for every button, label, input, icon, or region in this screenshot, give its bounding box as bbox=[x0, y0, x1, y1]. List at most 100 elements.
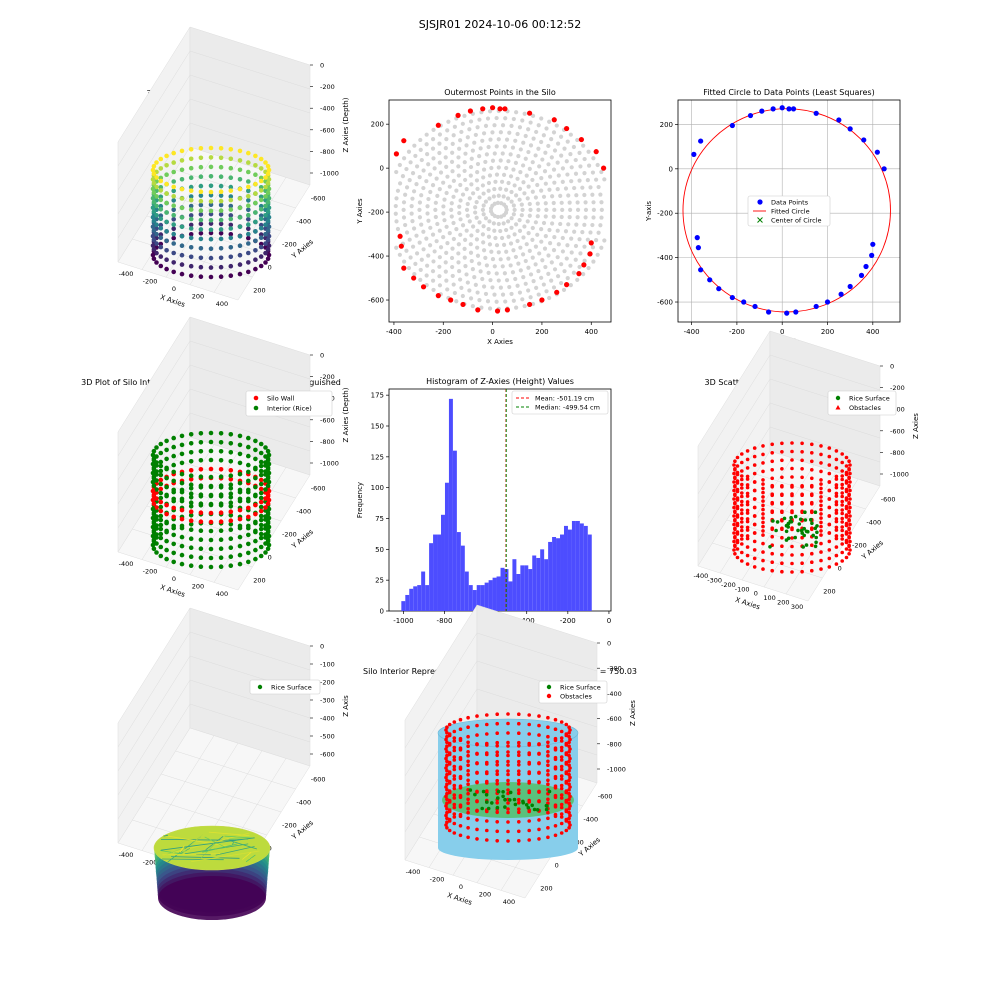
obstacle-point bbox=[780, 552, 784, 557]
scatter-point bbox=[443, 260, 448, 265]
obstacle-point bbox=[447, 762, 452, 766]
z-tick-label: -800 bbox=[320, 148, 335, 156]
obstacle-point bbox=[780, 475, 784, 480]
scatter-point bbox=[419, 222, 424, 227]
scatter-point bbox=[575, 200, 580, 205]
data-point bbox=[266, 186, 272, 192]
data-point bbox=[188, 254, 194, 260]
scatter-point bbox=[492, 151, 497, 156]
obstacle-point bbox=[567, 807, 571, 811]
x-tick-label: -200 bbox=[435, 328, 451, 336]
obstacle-point bbox=[537, 799, 541, 803]
surface-mesh-line bbox=[204, 836, 227, 849]
scatter-point bbox=[444, 190, 449, 196]
obstacle-point bbox=[546, 750, 550, 754]
obstacle-point bbox=[790, 441, 794, 445]
data-point bbox=[218, 236, 224, 242]
scatter-point bbox=[445, 174, 450, 179]
scatter-point bbox=[464, 207, 470, 213]
legend-label: Median: -499.54 cm bbox=[535, 404, 600, 412]
obstacle-point bbox=[495, 778, 500, 783]
scatter-point bbox=[526, 149, 531, 155]
scatter-point bbox=[421, 229, 426, 234]
grid-line bbox=[189, 98, 311, 138]
scatter-point bbox=[526, 127, 531, 132]
data-point bbox=[198, 458, 204, 463]
scatter-point bbox=[543, 150, 548, 155]
data-point bbox=[198, 164, 204, 170]
data-point bbox=[265, 519, 271, 525]
data-point bbox=[266, 524, 272, 530]
obstacle-point bbox=[447, 722, 452, 727]
scatter-point bbox=[437, 160, 442, 165]
scatter-point bbox=[451, 236, 456, 242]
obstacle-point bbox=[495, 839, 500, 843]
scatter-point bbox=[530, 113, 536, 118]
data-point bbox=[266, 497, 272, 503]
x-tick-label: 100 bbox=[763, 594, 775, 602]
data-point bbox=[151, 537, 157, 543]
scatter-point bbox=[395, 226, 401, 232]
obstacle-point bbox=[495, 782, 500, 786]
scatter-point bbox=[528, 143, 534, 148]
data-point bbox=[263, 523, 268, 528]
obstacle-point bbox=[745, 517, 750, 521]
data-point bbox=[237, 516, 243, 522]
scatter-point bbox=[561, 287, 567, 293]
obstacle-point bbox=[485, 762, 489, 766]
grid-line bbox=[141, 735, 215, 851]
data-point bbox=[208, 430, 214, 436]
data-point bbox=[188, 245, 194, 250]
scatter-point bbox=[543, 181, 548, 186]
scatter-point bbox=[511, 248, 516, 253]
histogram-bar bbox=[464, 571, 469, 611]
data-point bbox=[154, 213, 159, 218]
obstacle-point bbox=[445, 763, 449, 767]
data-point bbox=[258, 235, 264, 240]
rice-surface-point bbox=[814, 540, 818, 545]
data-point bbox=[171, 212, 176, 218]
data-point bbox=[150, 224, 156, 229]
obstacle-point bbox=[485, 752, 489, 757]
data-point bbox=[154, 260, 159, 265]
scatter-point bbox=[458, 277, 463, 282]
obstacle-point bbox=[800, 441, 804, 446]
obstacle-point bbox=[847, 459, 851, 464]
obstacle-point bbox=[810, 560, 814, 564]
legend-label: Rice Surface bbox=[271, 684, 312, 692]
obstacle-point bbox=[466, 725, 470, 729]
obstacle-point bbox=[740, 511, 744, 516]
y-tick-label: 0 bbox=[838, 565, 842, 573]
surface-mesh-line bbox=[245, 854, 256, 863]
legend-label: Rice Surface bbox=[560, 684, 601, 692]
scatter-point bbox=[563, 229, 569, 234]
scatter-point bbox=[486, 180, 492, 186]
obstacle-point bbox=[770, 560, 774, 564]
data-point bbox=[263, 175, 268, 180]
obstacle-point bbox=[537, 742, 541, 746]
z-tick-label: -600 bbox=[320, 751, 335, 759]
y-tick-label: -600 bbox=[657, 299, 673, 307]
data-point bbox=[253, 529, 258, 535]
data-point bbox=[258, 508, 264, 514]
obstacle-point bbox=[840, 474, 844, 478]
outer-point bbox=[581, 262, 587, 268]
data-point bbox=[793, 309, 799, 315]
data-point bbox=[198, 474, 204, 480]
obstacle-point bbox=[458, 786, 463, 790]
data-point bbox=[258, 472, 264, 478]
legend-frame bbox=[827, 390, 897, 416]
scatter-point bbox=[437, 255, 442, 260]
data-point bbox=[150, 252, 156, 258]
obstacle-point bbox=[452, 783, 457, 788]
scatter-point bbox=[516, 261, 521, 266]
obstacle-point bbox=[527, 722, 531, 727]
data-point bbox=[151, 519, 157, 525]
scatter-point bbox=[480, 207, 486, 213]
chart-title: Histogram of Z-Axies (Height) Values bbox=[426, 377, 574, 386]
obstacle-point bbox=[517, 791, 521, 796]
axes-frame bbox=[388, 99, 612, 323]
data-point bbox=[208, 274, 214, 280]
data-point bbox=[253, 266, 258, 272]
data-point bbox=[179, 471, 185, 477]
